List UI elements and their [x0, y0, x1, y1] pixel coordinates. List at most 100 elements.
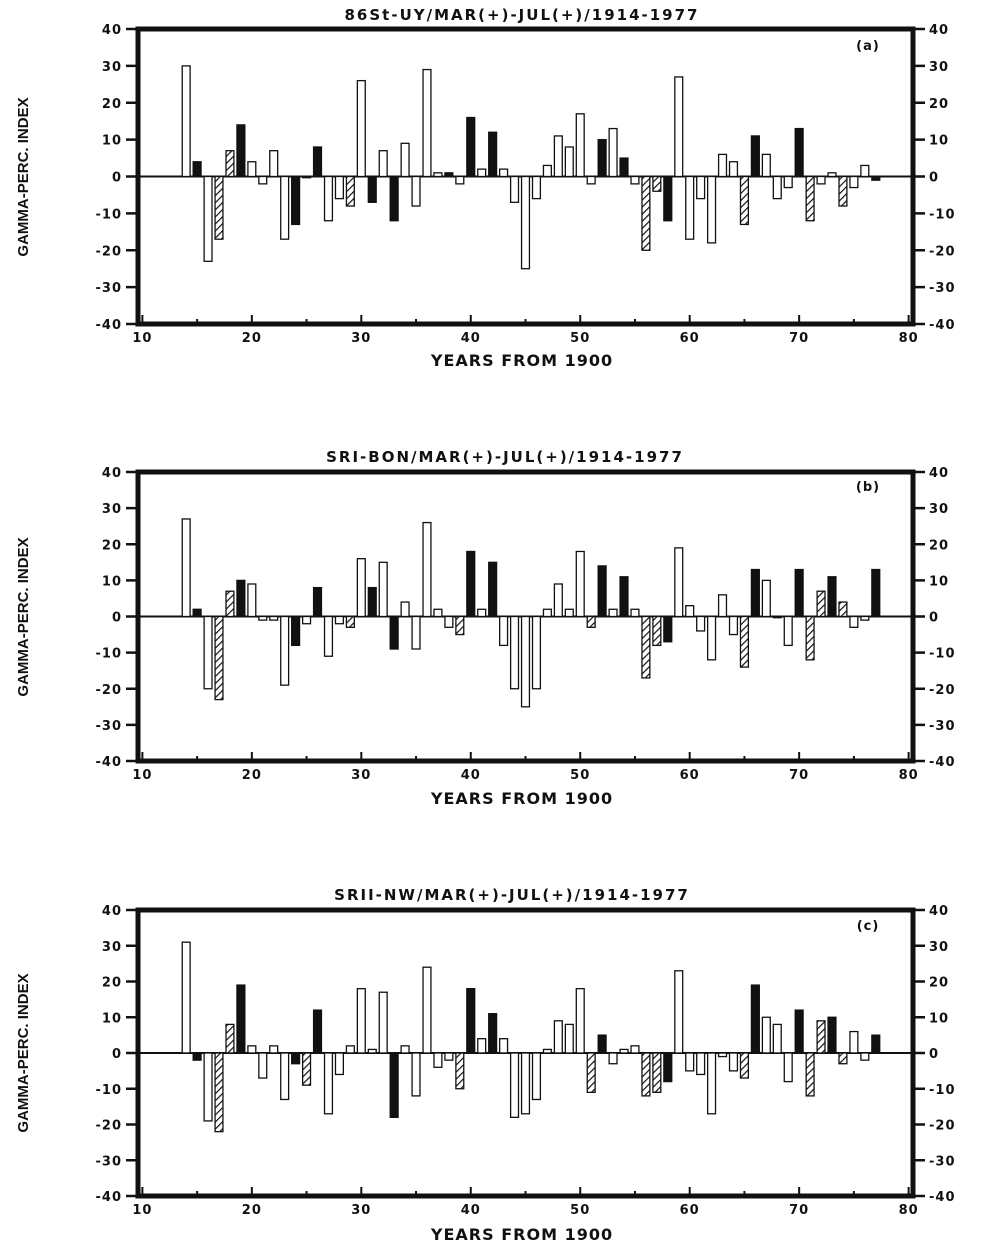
bar-b-39: [455, 615, 465, 636]
y-tick-label-left: -30: [96, 719, 123, 734]
bar-a-74: [838, 175, 848, 207]
bar-c-53: [608, 1052, 618, 1065]
bar-c-51: [586, 1052, 596, 1093]
bar-a-75: [849, 175, 859, 189]
bar-c-26: [312, 1009, 323, 1054]
bar-c-20: [247, 1045, 257, 1054]
bar-c-37: [433, 1052, 443, 1068]
y-tick-label-left: 40: [102, 23, 122, 38]
bar-c-55: [630, 1045, 640, 1054]
bar-a-76: [860, 164, 870, 178]
y-tick-label-right: 10: [929, 574, 949, 589]
bar-b-73: [827, 576, 837, 618]
bar-b-51: [586, 615, 596, 628]
bar-c-39: [455, 1052, 465, 1090]
bar-c-38: [444, 1052, 454, 1061]
x-tick-label: 50: [570, 1203, 590, 1218]
bar-a-38: [444, 172, 454, 178]
bar-a-29: [345, 175, 355, 207]
bar-c-64: [728, 1052, 739, 1072]
bar-a-39: [455, 175, 465, 185]
bar-c-68: [772, 1023, 782, 1054]
bar-c-15: [192, 1052, 202, 1061]
bar-b-52: [597, 565, 607, 618]
bar-c-44: [509, 1052, 520, 1118]
x-tick-label: 20: [242, 768, 262, 783]
bar-c-21: [258, 1052, 268, 1079]
y-tick-label-left: 0: [112, 611, 122, 626]
bar-b-76: [860, 615, 870, 621]
bar-b-21: [258, 615, 268, 621]
bar-c-56: [641, 1052, 651, 1097]
x-tick-label: 80: [899, 331, 919, 346]
bar-b-38: [444, 615, 454, 628]
bar-b-19: [236, 579, 246, 618]
bar-b-32: [378, 561, 388, 618]
y-tick-label-right: -20: [929, 244, 956, 259]
bar-c-40: [466, 988, 476, 1054]
bar-c-22: [269, 1045, 279, 1054]
bar-c-45: [520, 1052, 531, 1115]
bar-b-65: [739, 615, 750, 668]
bar-a-56: [641, 175, 651, 251]
bar-a-71: [805, 175, 815, 222]
y-tick-label-right: -20: [929, 683, 956, 698]
bar-a-14: [181, 65, 191, 178]
bar-c-63: [717, 1052, 728, 1058]
y-axis-label-b: GAMMA-PERC. INDEX: [15, 537, 32, 696]
bar-b-62: [706, 615, 717, 661]
bar-c-65: [739, 1052, 750, 1079]
bar-b-36: [422, 521, 432, 618]
bar-c-24: [291, 1052, 301, 1065]
y-tick-label-right: 0: [929, 1047, 939, 1062]
bar-c-49: [564, 1023, 574, 1054]
bar-a-59: [674, 76, 684, 178]
bar-c-71: [805, 1052, 815, 1097]
bar-c-46: [531, 1052, 542, 1101]
bar-c-48: [553, 1020, 563, 1054]
bar-b-50: [575, 550, 585, 618]
bar-a-20: [247, 161, 257, 178]
bar-a-27: [323, 175, 334, 222]
bar-c-30: [356, 988, 366, 1054]
bar-b-16: [203, 615, 213, 690]
bar-c-14: [181, 941, 191, 1054]
bar-a-77: [871, 175, 881, 181]
x-tick-label: 50: [570, 331, 590, 346]
bar-c-58: [663, 1052, 673, 1083]
bar-c-36: [422, 966, 432, 1054]
bar-a-21: [258, 175, 268, 185]
bar-b-58: [663, 615, 673, 643]
y-tick-label-left: -10: [96, 647, 123, 662]
bar-a-53: [608, 127, 618, 178]
bar-b-69: [783, 615, 793, 647]
bar-a-18: [225, 150, 235, 178]
bar-b-61: [696, 615, 706, 632]
bar-b-67: [761, 579, 771, 618]
bar-c-76: [860, 1052, 870, 1061]
bar-c-54: [619, 1048, 629, 1054]
bar-b-27: [323, 615, 334, 657]
y-axis-label-c: GAMMA-PERC. INDEX: [15, 973, 32, 1132]
y-tick-label-left: 0: [112, 171, 122, 186]
bar-b-14: [181, 518, 191, 618]
plot-area-a: 40 40 30 30 20 20 10 10 0 0 -10 -10 -20 -20 -30 -30 -40 -…: [96, 23, 956, 346]
y-tick-label-right: -30: [929, 719, 956, 734]
bar-b-15: [192, 608, 202, 618]
y-tick-label-left: 20: [102, 97, 122, 112]
bar-a-34: [400, 142, 410, 178]
bar-c-29: [345, 1045, 355, 1054]
bar-a-69: [783, 175, 793, 189]
bar-a-16: [203, 175, 213, 262]
bar-a-23: [280, 175, 290, 240]
bar-c-18: [225, 1023, 235, 1054]
bar-a-30: [356, 79, 366, 178]
bar-b-59: [674, 547, 684, 618]
x-axis-label-a: YEARS FROM 1900: [430, 351, 613, 370]
bar-b-29: [345, 615, 355, 628]
bar-a-32: [378, 150, 388, 178]
bar-c-23: [280, 1052, 290, 1101]
panel-label-b: (b): [856, 480, 880, 495]
y-axis-label-a: GAMMA-PERC. INDEX: [15, 97, 32, 256]
